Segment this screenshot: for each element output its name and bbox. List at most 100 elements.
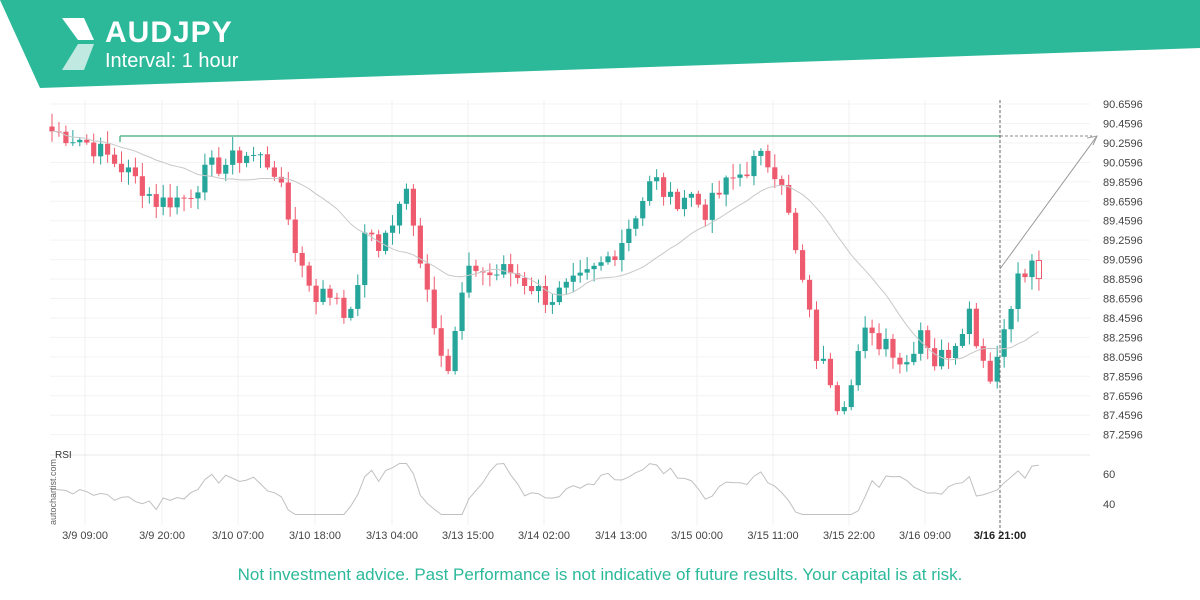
candle: [1029, 254, 1035, 290]
x-tick-label: 3/15 11:00: [747, 530, 798, 542]
candle: [376, 229, 382, 258]
candle: [841, 401, 847, 415]
header-banner: [0, 0, 1200, 88]
candle: [160, 184, 166, 216]
candle: [84, 134, 90, 145]
candle-body: [445, 355, 451, 372]
candle: [98, 137, 104, 165]
candle: [383, 230, 389, 255]
candle-body: [98, 143, 104, 157]
candle: [118, 151, 125, 182]
candle: [994, 345, 1000, 389]
candle-body: [709, 192, 715, 220]
candle-body: [362, 232, 368, 286]
candle-body: [417, 225, 423, 264]
candle-body: [181, 197, 187, 199]
candle-body: [528, 285, 535, 292]
candle: [744, 161, 750, 179]
candle: [945, 342, 952, 369]
candle-body: [244, 155, 250, 164]
candle: [556, 281, 562, 306]
candle: [480, 267, 486, 286]
y-tick-label: 87.6596: [1103, 391, 1143, 403]
candle-body: [549, 302, 555, 305]
candle-body: [264, 154, 271, 168]
candle-body: [223, 164, 229, 174]
candle-body: [793, 212, 799, 251]
candle-body: [438, 328, 444, 356]
x-tick-label: 3/10 18:00: [289, 530, 341, 542]
candle-body: [862, 327, 868, 352]
candle-body: [515, 273, 521, 278]
candle-body: [883, 338, 889, 350]
gridlines: [50, 100, 1090, 525]
candle: [619, 229, 625, 272]
y-tick-label: 88.4596: [1103, 313, 1143, 325]
candle-body: [334, 297, 340, 299]
candle: [306, 261, 312, 292]
candle-body: [758, 150, 764, 157]
candle-body: [841, 407, 847, 412]
candle-body: [800, 250, 806, 280]
candle: [209, 150, 215, 177]
candle-body: [369, 232, 375, 235]
candle-body: [959, 333, 966, 346]
candle-body: [160, 197, 166, 207]
candle-body: [70, 142, 76, 144]
candle-body: [348, 308, 354, 318]
candle: [605, 251, 611, 265]
x-axis: 3/9 09:00 3/9 20:00 3/10 07:00 3/10 18:00 3/…: [62, 530, 1026, 542]
y-tick-label: 88.0596: [1103, 352, 1143, 364]
candle-body: [897, 357, 903, 365]
y-tick-label: 88.6596: [1103, 294, 1143, 306]
candle-body: [501, 264, 507, 275]
candle-body: [876, 333, 882, 350]
candle: [952, 343, 959, 365]
candle: [487, 263, 493, 287]
interval-label: Interval: 1 hour: [105, 50, 239, 72]
candle-body: [598, 262, 604, 266]
candle: [633, 215, 639, 237]
candle: [890, 334, 896, 369]
candle: [1015, 262, 1021, 322]
x-tick-label: 3/15 00:00: [671, 530, 723, 542]
candle: [167, 183, 173, 217]
candle: [459, 282, 465, 340]
candle-body: [487, 272, 493, 276]
candle: [202, 153, 208, 201]
candle: [716, 180, 722, 199]
candle-body: [396, 203, 403, 226]
candle-body: [494, 274, 500, 276]
projection-arrow: [999, 135, 1098, 270]
candle: [598, 256, 604, 271]
candle-body: [389, 225, 396, 233]
y-tick-label: 90.6596: [1103, 99, 1143, 111]
candle: [862, 316, 868, 359]
rsi-panel: RSI 60 40: [51, 450, 1115, 515]
candle-body: [250, 154, 257, 156]
candle-body: [341, 297, 347, 318]
candle-body: [737, 174, 743, 178]
candle: [320, 280, 326, 305]
x-tick-label: 3/16 09:00: [899, 530, 951, 542]
candle: [77, 137, 83, 147]
candle-body: [237, 150, 243, 164]
candle-body: [667, 191, 674, 197]
y-tick-label: 90.2596: [1103, 138, 1143, 150]
candle: [987, 352, 993, 384]
candle: [897, 352, 903, 374]
candle: [820, 345, 827, 364]
candle: [292, 206, 298, 262]
candle: [417, 217, 423, 269]
candle-body: [730, 177, 736, 179]
rsi-tick-label: 40: [1103, 499, 1115, 511]
candle-body: [132, 167, 138, 177]
candle: [688, 191, 694, 207]
candle: [355, 274, 361, 317]
candle: [827, 352, 833, 389]
candle: [362, 224, 368, 298]
candle-body: [661, 177, 667, 197]
candle-body: [542, 286, 549, 305]
candle-body: [640, 201, 646, 219]
candle-body: [890, 338, 896, 358]
